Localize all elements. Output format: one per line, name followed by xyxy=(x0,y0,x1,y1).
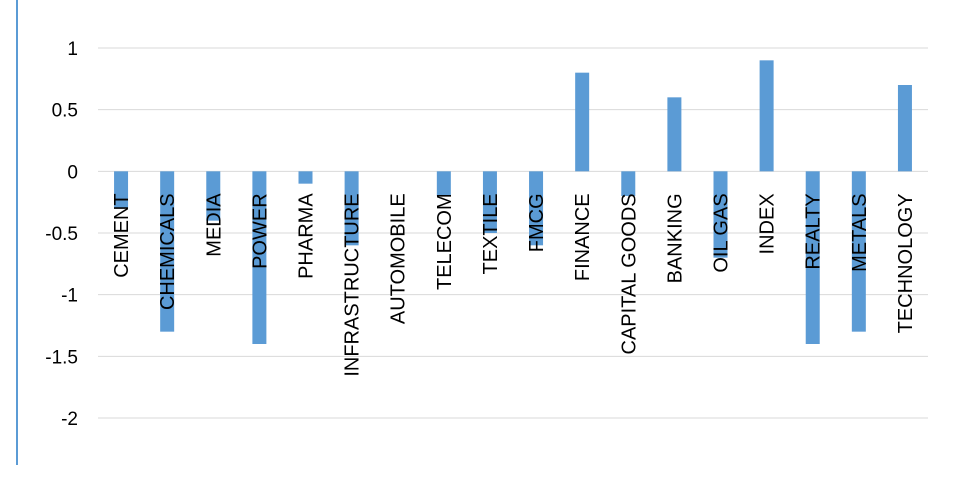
x-category-label: CEMENT xyxy=(111,193,133,277)
bars xyxy=(114,60,912,344)
x-category-label: CAPITAL GOODS xyxy=(618,193,640,354)
x-category-label: AUTOMOBILE xyxy=(388,193,410,324)
bar-power xyxy=(252,171,267,344)
x-category-label: BANKING xyxy=(664,193,686,283)
x-category-label: REALTY xyxy=(803,193,825,269)
bar-finance xyxy=(575,72,590,172)
bar-realty xyxy=(805,171,820,344)
y-tick-label: -1 xyxy=(61,286,78,307)
x-category-label: TECHNOLOGY xyxy=(895,193,917,333)
bar-banking xyxy=(667,97,682,172)
bar-technology xyxy=(897,85,912,172)
x-category-label: TELECOM xyxy=(434,193,456,290)
bar-fmcg xyxy=(529,171,544,246)
bar-oil-gas xyxy=(713,171,728,258)
x-category-label: MEDIA xyxy=(203,193,225,257)
x-category-label: FMCG xyxy=(526,193,548,252)
chart-frame-left xyxy=(16,0,18,465)
y-tick-label: -0.5 xyxy=(45,224,78,245)
bar-chemicals xyxy=(160,171,175,332)
x-category-label: TEXTILE xyxy=(480,193,502,274)
gridlines xyxy=(98,47,928,419)
x-category-label: INDEX xyxy=(757,193,779,254)
bar-textile xyxy=(482,171,497,233)
x-category-label: CHEMICALS xyxy=(157,193,179,310)
x-category-label: OIL GAS xyxy=(711,193,733,272)
x-category-label: INFRASTRUCTURE xyxy=(342,193,364,376)
bar-capital-goods xyxy=(621,171,636,196)
x-category-label: PHARMA xyxy=(296,193,318,279)
bar-media xyxy=(206,171,221,221)
bar-pharma xyxy=(298,171,313,184)
bar-metals xyxy=(851,171,866,332)
bar-telecom xyxy=(436,171,451,196)
y-axis-ticks: 1 0.5 0 -0.5 -1 -1.5 -2 xyxy=(45,39,78,430)
y-tick-label: 0 xyxy=(67,162,78,183)
bar-index xyxy=(759,60,774,172)
x-category-label: POWER xyxy=(249,193,271,269)
x-category-label: METALS xyxy=(849,193,871,272)
y-tick-label: -1.5 xyxy=(45,347,78,368)
y-tick-label: -2 xyxy=(61,409,78,430)
x-axis-labels: CEMENT CHEMICALS MEDIA POWER PHARMA INFRASTRU… xyxy=(111,193,917,377)
y-tick-label: 1 xyxy=(67,39,78,60)
bar-cement xyxy=(114,171,129,209)
x-category-label: FINANCE xyxy=(572,193,594,281)
y-tick-label: 0.5 xyxy=(52,101,78,122)
bar-infrastructure xyxy=(344,171,359,246)
